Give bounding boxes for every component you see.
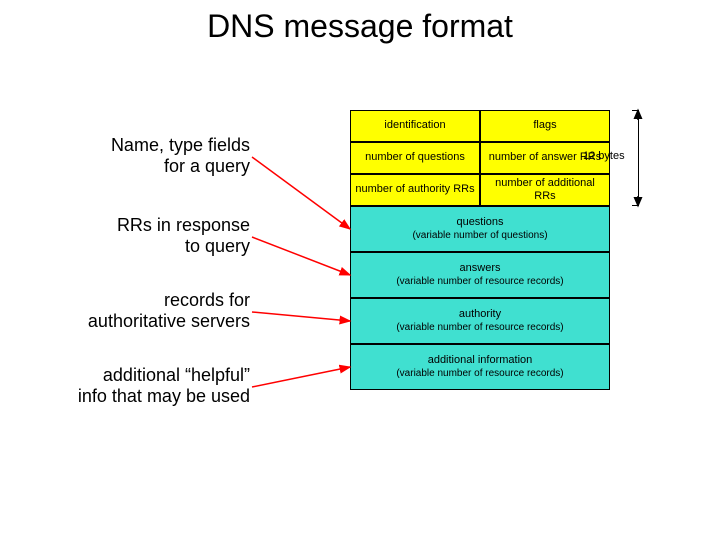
- bytes-brace-cap-top: [632, 110, 638, 111]
- cell-text: additional information: [428, 354, 533, 367]
- page-title: DNS message format: [0, 8, 720, 45]
- header-cell-num-authority-rrs: number of authority RRs: [350, 174, 480, 206]
- cell-text: questions: [456, 216, 503, 229]
- cell-subtext: (variable number of resource records): [396, 322, 563, 334]
- bytes-brace-cap-bot: [632, 205, 638, 206]
- header-cell-num-questions: number of questions: [350, 142, 480, 174]
- body-cell-answers: answers (variable number of resource rec…: [350, 252, 610, 298]
- cell-subtext: (variable number of resource records): [396, 276, 563, 288]
- body-cell-questions: questions (variable number of questions): [350, 206, 610, 252]
- bytes-brace: [638, 110, 639, 206]
- bytes-label: 12 bytes: [583, 150, 625, 162]
- label-query-fields: Name, type fields for a query: [20, 135, 250, 176]
- label-text: records for: [164, 290, 250, 310]
- header-cell-identification: identification: [350, 110, 480, 142]
- cell-text: authority: [459, 308, 501, 321]
- label-text: for a query: [164, 156, 250, 176]
- cell-subtext: (variable number of questions): [412, 230, 547, 242]
- label-text: additional “helpful”: [103, 365, 250, 385]
- label-additional-info: additional “helpful” info that may be us…: [20, 365, 250, 406]
- label-text: RRs in response: [117, 215, 250, 235]
- cell-text: number of authority RRs: [355, 183, 474, 196]
- label-authority-records: records for authoritative servers: [20, 290, 250, 331]
- body-cell-additional: additional information (variable number …: [350, 344, 610, 390]
- cell-text: number of additional RRs: [485, 177, 605, 203]
- header-cell-num-additional-rrs: number of additional RRs: [480, 174, 610, 206]
- cell-text: answers: [460, 262, 501, 275]
- cell-text: number of questions: [365, 151, 465, 164]
- label-response-rrs: RRs in response to query: [20, 215, 250, 256]
- label-text: Name, type fields: [111, 135, 250, 155]
- label-text: info that may be used: [78, 386, 250, 406]
- header-cell-flags: flags: [480, 110, 610, 142]
- cell-text: flags: [533, 119, 556, 132]
- label-text: authoritative servers: [88, 311, 250, 331]
- body-cell-authority: authority (variable number of resource r…: [350, 298, 610, 344]
- cell-subtext: (variable number of resource records): [396, 368, 563, 380]
- label-text: to query: [185, 236, 250, 256]
- cell-text: identification: [384, 119, 445, 132]
